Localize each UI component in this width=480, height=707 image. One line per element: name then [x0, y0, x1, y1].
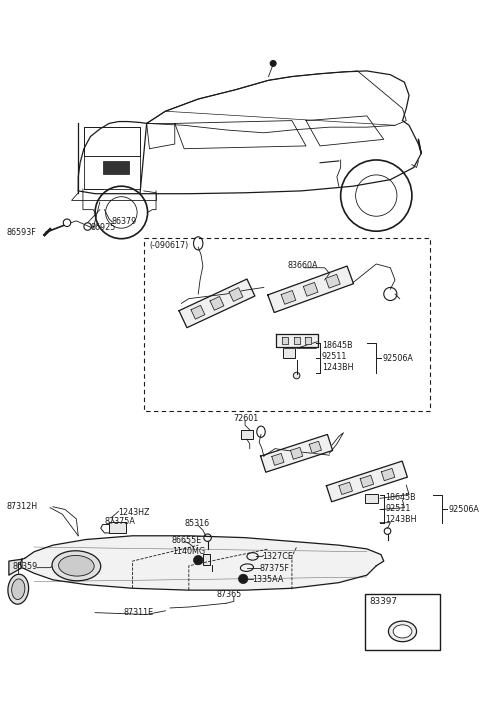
- Polygon shape: [272, 453, 284, 465]
- Text: 92506A: 92506A: [383, 354, 414, 363]
- Ellipse shape: [393, 625, 412, 638]
- Polygon shape: [229, 288, 243, 301]
- Text: 83397: 83397: [370, 597, 398, 606]
- Polygon shape: [191, 305, 205, 319]
- Polygon shape: [305, 337, 312, 344]
- Text: (-090617): (-090617): [149, 240, 189, 250]
- Polygon shape: [339, 482, 352, 494]
- Text: 86593F: 86593F: [6, 228, 36, 238]
- Polygon shape: [261, 434, 333, 472]
- FancyBboxPatch shape: [365, 594, 440, 650]
- Bar: [103, 161, 129, 174]
- Polygon shape: [268, 266, 353, 312]
- Polygon shape: [22, 536, 384, 590]
- Circle shape: [270, 61, 276, 66]
- Text: 83660A: 83660A: [287, 261, 318, 270]
- Text: 72601: 72601: [234, 414, 259, 423]
- FancyBboxPatch shape: [284, 349, 295, 358]
- Ellipse shape: [388, 621, 417, 642]
- Polygon shape: [281, 291, 296, 304]
- Text: 92506A: 92506A: [448, 505, 480, 514]
- Polygon shape: [179, 279, 255, 328]
- Text: 1243BH: 1243BH: [322, 363, 353, 373]
- Text: 18645B: 18645B: [385, 493, 416, 502]
- Polygon shape: [326, 461, 408, 502]
- Text: 1140MG: 1140MG: [172, 547, 205, 556]
- Polygon shape: [290, 448, 303, 460]
- Polygon shape: [210, 296, 224, 310]
- Text: 1243BH: 1243BH: [385, 515, 417, 524]
- Ellipse shape: [12, 579, 25, 600]
- Text: 87311E: 87311E: [123, 608, 153, 617]
- Polygon shape: [303, 282, 318, 296]
- Polygon shape: [9, 559, 22, 575]
- FancyBboxPatch shape: [109, 522, 126, 533]
- Text: 87312H: 87312H: [6, 502, 37, 511]
- Text: 87375A: 87375A: [105, 517, 135, 526]
- FancyBboxPatch shape: [203, 554, 210, 565]
- Polygon shape: [294, 337, 300, 344]
- Circle shape: [239, 574, 248, 583]
- Text: 86925: 86925: [90, 223, 116, 232]
- Text: 92511: 92511: [385, 504, 411, 513]
- Polygon shape: [276, 334, 318, 347]
- Circle shape: [293, 373, 300, 379]
- Text: 18645B: 18645B: [322, 341, 352, 350]
- Text: 86379: 86379: [112, 217, 137, 226]
- Text: 87375F: 87375F: [259, 564, 289, 573]
- Polygon shape: [360, 475, 373, 488]
- Polygon shape: [325, 274, 340, 288]
- Polygon shape: [382, 469, 395, 481]
- Ellipse shape: [8, 574, 29, 604]
- FancyBboxPatch shape: [241, 430, 252, 439]
- Text: 1335AA: 1335AA: [252, 575, 284, 584]
- Polygon shape: [282, 337, 288, 344]
- Text: 87365: 87365: [217, 590, 242, 599]
- Circle shape: [193, 556, 203, 565]
- Ellipse shape: [52, 551, 101, 580]
- Text: 86359: 86359: [12, 562, 38, 571]
- Text: 92511: 92511: [322, 352, 348, 361]
- Text: 85316: 85316: [184, 519, 209, 528]
- Text: 86655E: 86655E: [172, 536, 202, 545]
- Ellipse shape: [59, 556, 94, 576]
- FancyBboxPatch shape: [365, 493, 378, 503]
- Polygon shape: [309, 441, 322, 453]
- Text: 1243HZ: 1243HZ: [119, 508, 150, 517]
- Text: 1327CE: 1327CE: [262, 551, 293, 561]
